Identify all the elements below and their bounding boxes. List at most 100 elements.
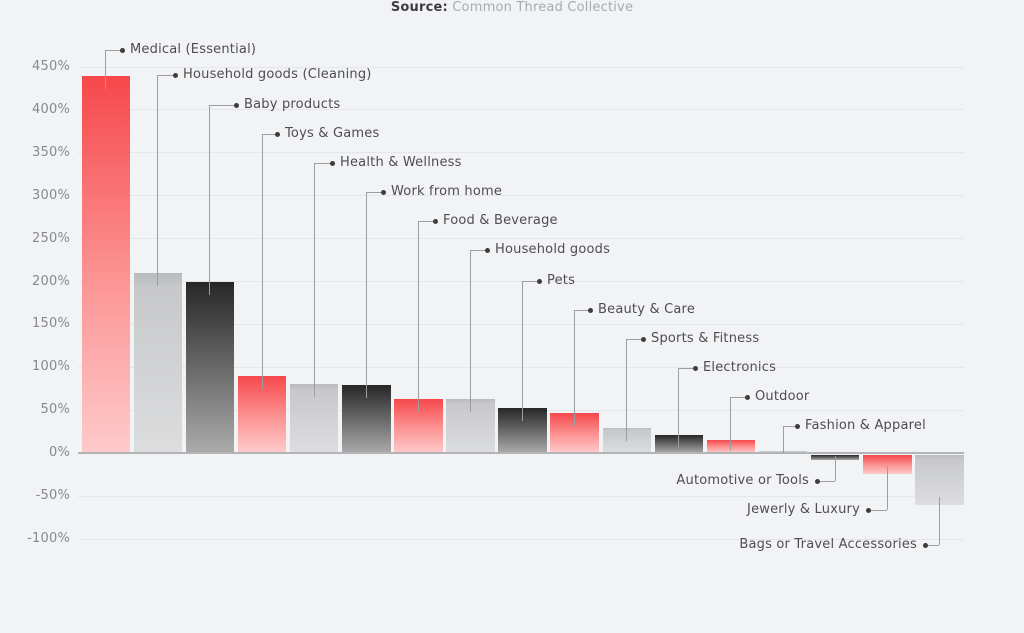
- source-prefix: Source:: [390, 0, 448, 15]
- bar-label: Household goods: [495, 242, 611, 257]
- label-dot: [744, 394, 750, 400]
- label-dot: [922, 542, 928, 548]
- bar-label: Work from home: [391, 184, 503, 199]
- leader-line-horizontal: [925, 544, 940, 546]
- bar: [185, 282, 235, 454]
- label-dot: [274, 131, 280, 137]
- leader-line-horizontal: [105, 49, 122, 51]
- bar: [81, 75, 130, 454]
- gridline: [78, 195, 964, 197]
- leader-line-horizontal: [157, 74, 175, 76]
- y-tick-label: 150%: [32, 316, 70, 332]
- gridline: [78, 109, 964, 111]
- gridline: [78, 323, 964, 325]
- bar: [915, 454, 964, 506]
- label-dot: [692, 365, 698, 371]
- leader-line-vertical: [834, 456, 836, 481]
- leader-line-vertical: [469, 250, 471, 413]
- leader-line-horizontal: [469, 249, 487, 251]
- bar-label: Toys & Games: [285, 126, 380, 141]
- leader-line-vertical: [105, 50, 107, 89]
- gridline: [78, 538, 964, 540]
- y-tick-label: 50%: [40, 402, 70, 418]
- bar-label: Sports & Fitness: [651, 331, 760, 346]
- label-dot: [119, 47, 125, 53]
- bar-label: Food & Beverage: [443, 213, 558, 228]
- label-dot: [172, 72, 178, 78]
- y-tick-label: 400%: [32, 101, 70, 117]
- leader-line-vertical: [157, 75, 159, 286]
- leader-line-horizontal: [522, 280, 539, 282]
- leader-line-horizontal: [730, 396, 747, 398]
- bar-label: Medical (Essential): [130, 42, 257, 57]
- gridline: [78, 281, 964, 283]
- leader-line-vertical: [730, 397, 732, 451]
- leader-line-vertical: [522, 281, 524, 421]
- label-dot: [640, 336, 646, 342]
- leader-line-vertical: [261, 134, 263, 389]
- leader-line-horizontal: [817, 480, 836, 482]
- label-dot: [484, 247, 490, 253]
- leader-line-horizontal: [261, 133, 277, 135]
- y-tick-label: 300%: [32, 187, 70, 203]
- leader-line-horizontal: [313, 162, 332, 164]
- leader-line-vertical: [365, 192, 367, 398]
- bar-label: Jewerly & Luxury: [747, 502, 860, 517]
- bar-label: Bags or Travel Accessories: [739, 537, 917, 552]
- label-dot: [329, 160, 335, 166]
- bar-label: Pets: [547, 273, 576, 288]
- y-tick-label: 350%: [32, 144, 70, 160]
- leader-line-vertical: [209, 105, 211, 296]
- leader-line-horizontal: [209, 104, 236, 106]
- zero-axis-line: [78, 452, 964, 455]
- y-tick-label: 250%: [32, 230, 70, 246]
- source-line: Source: Common Thread Collective: [0, 0, 1024, 16]
- label-dot: [865, 507, 871, 513]
- leader-line-vertical: [313, 163, 315, 397]
- bar-label: Beauty & Care: [598, 302, 696, 317]
- label-dot: [380, 189, 386, 195]
- gridline: [78, 238, 964, 240]
- leader-line-vertical: [886, 465, 888, 510]
- gridline: [78, 366, 964, 368]
- label-dot: [233, 102, 239, 108]
- leader-line-vertical: [678, 368, 680, 449]
- leader-line-horizontal: [868, 509, 888, 511]
- y-tick-label: 200%: [32, 273, 70, 289]
- y-tick-label: 0%: [48, 445, 70, 461]
- bar-label: Health & Wellness: [340, 155, 462, 170]
- bar-label: Baby products: [244, 97, 341, 112]
- bar: [863, 454, 912, 474]
- bar-label: Electronics: [703, 360, 777, 375]
- gridline: [78, 495, 964, 497]
- leader-line-horizontal: [417, 220, 435, 222]
- y-tick-label: 100%: [32, 359, 70, 375]
- y-tick-label: -100%: [27, 531, 70, 547]
- leader-line-horizontal: [782, 425, 797, 427]
- leader-line-vertical: [782, 426, 784, 453]
- label-dot: [794, 423, 800, 429]
- gridline: [78, 152, 964, 154]
- label-dot: [587, 307, 593, 313]
- y-tick-label: 450%: [32, 59, 70, 74]
- gridline: [78, 66, 964, 68]
- leader-line-vertical: [626, 339, 628, 442]
- leader-line-horizontal: [365, 191, 383, 193]
- leader-line-vertical: [417, 221, 419, 413]
- leader-line-horizontal: [678, 367, 695, 369]
- bar-label: Fashion & Apparel: [805, 418, 926, 433]
- source-name: Common Thread Collective: [452, 0, 634, 15]
- leader-line-horizontal: [626, 338, 643, 340]
- y-tick-label: -50%: [35, 488, 70, 504]
- label-dot: [432, 218, 438, 224]
- leader-line-vertical: [574, 310, 576, 426]
- label-dot: [536, 278, 542, 284]
- leader-line-horizontal: [574, 309, 590, 311]
- bar-label: Automotive or Tools: [676, 473, 809, 488]
- leader-line-vertical: [938, 497, 940, 545]
- label-dot: [814, 478, 820, 484]
- bar: [133, 272, 183, 454]
- bar-label: Outdoor: [755, 389, 810, 404]
- bar-label: Household goods (Cleaning): [183, 67, 372, 82]
